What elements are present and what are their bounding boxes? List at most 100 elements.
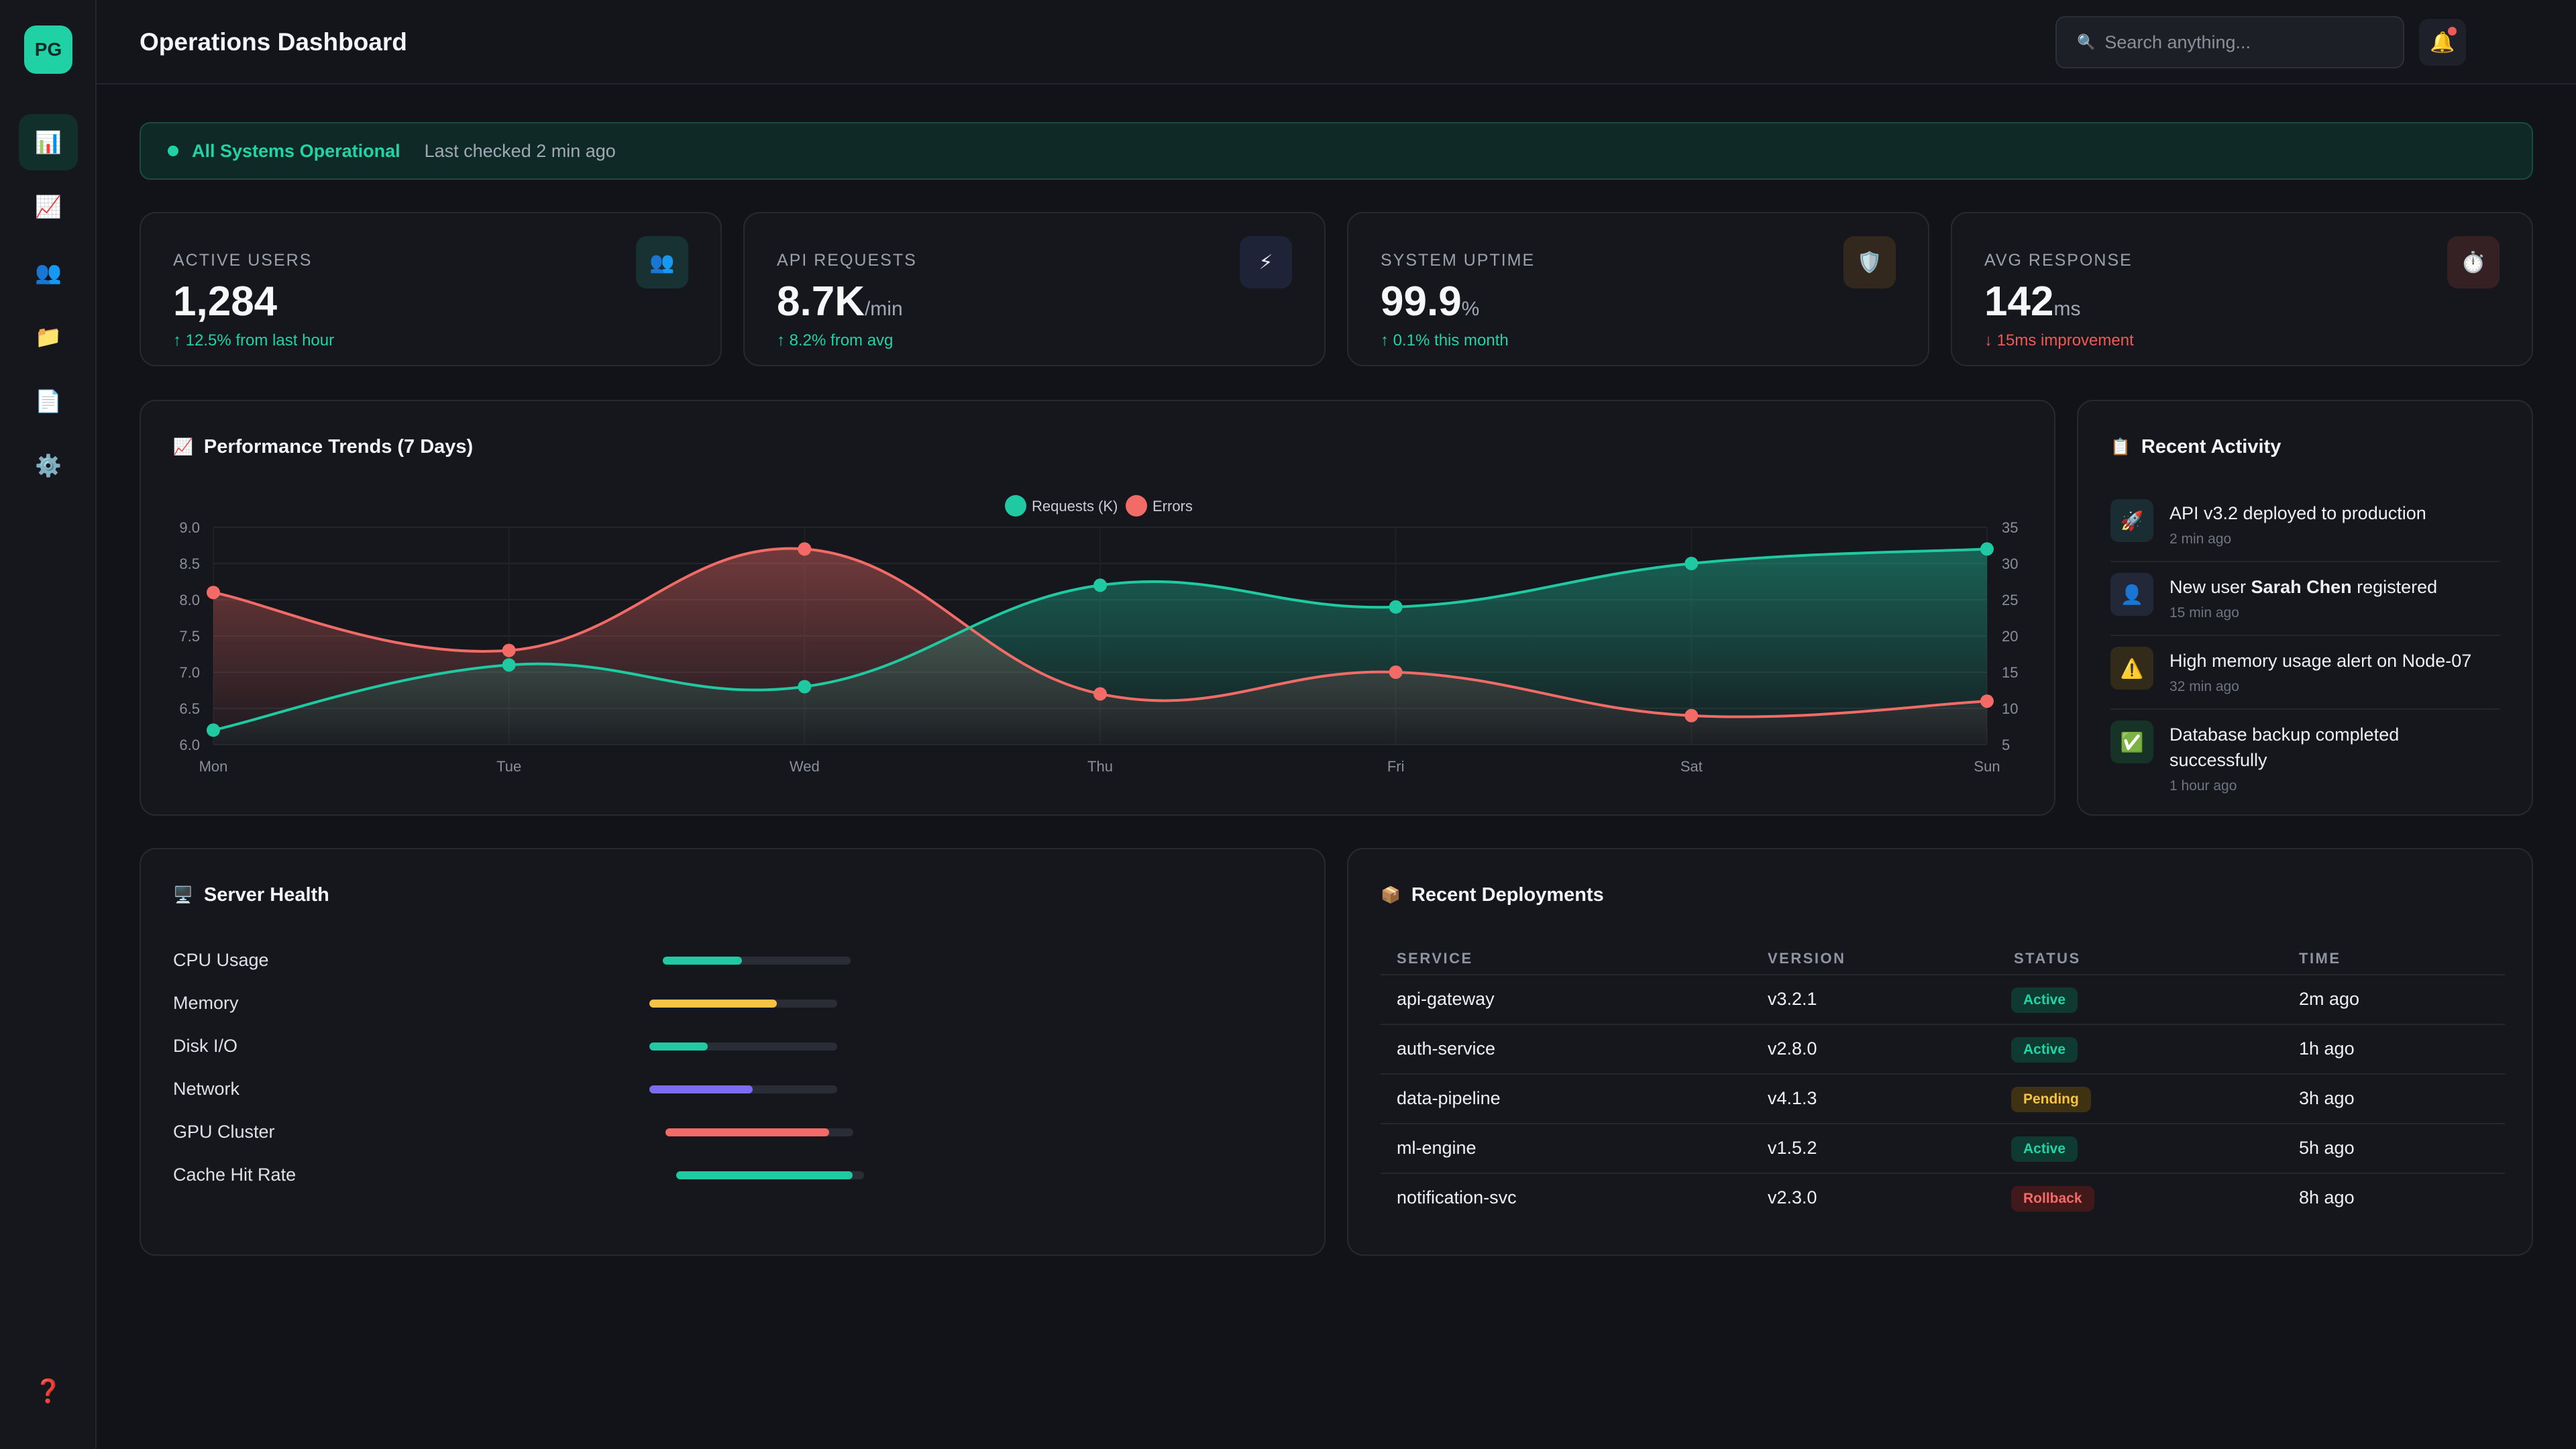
status-label: All Systems Operational [192, 140, 400, 161]
cell-version: v3.2.1 [1768, 989, 1817, 1009]
rocket-icon: 🚀 [2110, 499, 2153, 542]
column-header-time[interactable]: TIME [2299, 950, 2341, 967]
activity-item[interactable]: 🚀 API v3.2 deployed to production 2 min … [2110, 499, 2500, 553]
monitor-icon: 🖥️ [173, 886, 193, 904]
users-icon: 👥 [636, 236, 688, 288]
sidebar-item-settings[interactable]: ⚙️ [19, 437, 78, 494]
activity-text: High memory usage alert on Node-07 [2169, 651, 2472, 671]
sidebar-item-users[interactable]: 👥 [19, 244, 78, 301]
stopwatch-icon: ⏱️ [2447, 236, 2500, 288]
progress-fill [663, 957, 742, 965]
data-point-errors [502, 643, 516, 657]
x-tick-label: Mon [199, 758, 228, 775]
notifications-button[interactable]: 🔔 [2419, 19, 2466, 66]
clipboard-icon: 📋 [2110, 438, 2131, 456]
activity-item[interactable]: ✅ Database backup completed successfully… [2110, 720, 2500, 801]
data-point-errors [1389, 665, 1403, 679]
y-left-tick: 6.5 [179, 700, 200, 717]
cell-time: 8h ago [2299, 1187, 2355, 1208]
y-left-tick: 7.0 [179, 664, 200, 681]
bar-chart-icon: 📊 [35, 130, 62, 154]
data-point-errors [1980, 694, 1994, 708]
series-area-requests [213, 549, 1987, 745]
progress-track [665, 1128, 853, 1136]
activity-item[interactable]: ⚠️ High memory usage alert on Node-07 32… [2110, 647, 2500, 700]
y-left-tick: 8.5 [179, 555, 200, 572]
x-tick-label: Sun [1974, 758, 2000, 775]
sidebar-item-documents[interactable]: 📄 [19, 373, 78, 429]
divider [2110, 708, 2500, 710]
stat-card-active-users: ACTIVE USERS 1,284 ↑ 12.5% from last hou… [140, 212, 722, 366]
notification-dot [2448, 27, 2457, 36]
data-point-requests [502, 658, 516, 672]
health-label: Disk I/O [173, 1036, 238, 1056]
stat-card-avg-response: AVG RESPONSE 142ms ↓ 15ms improvement ⏱️ [1951, 212, 2533, 366]
cell-service: data-pipeline [1397, 1088, 1501, 1108]
document-icon: 📄 [35, 389, 62, 413]
y-left-tick: 7.5 [179, 628, 200, 645]
health-label: CPU Usage [173, 950, 269, 970]
data-point-errors [798, 542, 812, 556]
package-icon: 📦 [1381, 886, 1401, 904]
cell-version: v2.8.0 [1768, 1038, 1817, 1059]
activity-text: New user Sarah Chen registered [2169, 577, 2438, 597]
progress-track [649, 1042, 837, 1051]
data-point-requests [1093, 578, 1107, 592]
activity-time: 2 min ago [2169, 531, 2232, 547]
table-row[interactable]: notification-svc v2.3.0 Rollback 8h ago [1381, 1173, 2505, 1222]
divider [2110, 635, 2500, 636]
health-label: GPU Cluster [173, 1122, 275, 1142]
lightning-icon: ⚡ [1240, 236, 1292, 288]
divider [2110, 561, 2500, 562]
cell-time: 1h ago [2299, 1038, 2355, 1059]
data-point-requests [798, 680, 812, 694]
progress-fill [649, 1085, 753, 1093]
stat-value: 1,284 [173, 278, 278, 325]
gear-icon: ⚙️ [35, 453, 62, 478]
column-header-service[interactable]: SERVICE [1397, 950, 1473, 967]
activity-title: 📋 Recent Activity [2110, 436, 2282, 458]
stat-label: AVG RESPONSE [1984, 251, 2133, 270]
performance-chart: 9.0 35 8.5 30 8.0 25 7.5 20 7.0 15 6.5 10 6.0 5 Mon Tue… [179, 495, 2018, 775]
y-right-tick: 15 [2002, 664, 2018, 681]
cell-service: api-gateway [1397, 989, 1495, 1009]
data-point-requests [1389, 600, 1403, 614]
line-chart-icon: 📈 [173, 438, 193, 456]
progress-fill [649, 1000, 777, 1008]
deployments-title: 📦 Recent Deployments [1381, 884, 1604, 906]
help-button[interactable]: ❓ [19, 1364, 78, 1418]
search-box[interactable]: 🔍 [2055, 16, 2404, 68]
search-input[interactable] [2104, 32, 2400, 53]
x-tick-label: Sat [1680, 758, 1703, 775]
performance-title: 📈 Performance Trends (7 Days) [173, 436, 474, 458]
sidebar-item-analytics[interactable]: 📈 [19, 178, 78, 235]
cell-service: auth-service [1397, 1038, 1496, 1059]
shield-icon: 🛡️ [1843, 236, 1896, 288]
cell-version: v2.3.0 [1768, 1187, 1817, 1208]
status-dot [168, 146, 178, 156]
sidebar-item-files[interactable]: 📁 [19, 309, 78, 365]
app-logo[interactable]: PG [24, 25, 72, 74]
last-checked: Last checked 2 min ago [424, 140, 616, 161]
table-row[interactable]: data-pipeline v4.1.3 Pending 3h ago [1381, 1073, 2505, 1123]
stat-delta: ↓ 15ms improvement [1984, 331, 2134, 350]
folder-icon: 📁 [35, 325, 62, 349]
column-header-status[interactable]: STATUS [2014, 950, 2081, 967]
cell-time: 3h ago [2299, 1088, 2355, 1108]
progress-track [676, 1171, 864, 1179]
status-badge: Active [2011, 1136, 2078, 1162]
health-row: Memory68% [173, 990, 1401, 1017]
table-row[interactable]: auth-service v2.8.0 Active 1h ago [1381, 1024, 2505, 1073]
line-chart-icon: 📈 [35, 195, 62, 219]
progress-track [649, 1000, 837, 1008]
stat-label: API REQUESTS [777, 251, 917, 270]
table-row[interactable]: api-gateway v3.2.1 Active 2m ago [1381, 974, 2505, 1024]
activity-item[interactable]: 👤 New user Sarah Chen registered 15 min … [2110, 573, 2500, 627]
column-header-version[interactable]: VERSION [1768, 950, 1846, 967]
sidebar-item-overview[interactable]: 📊 [19, 114, 78, 170]
table-row[interactable]: ml-engine v1.5.2 Active 5h ago [1381, 1123, 2505, 1173]
data-point-requests [1684, 557, 1699, 570]
cell-time: 5h ago [2299, 1138, 2355, 1158]
stat-value: 99.9% [1381, 278, 1480, 325]
health-label: Cache Hit Rate [173, 1165, 297, 1185]
